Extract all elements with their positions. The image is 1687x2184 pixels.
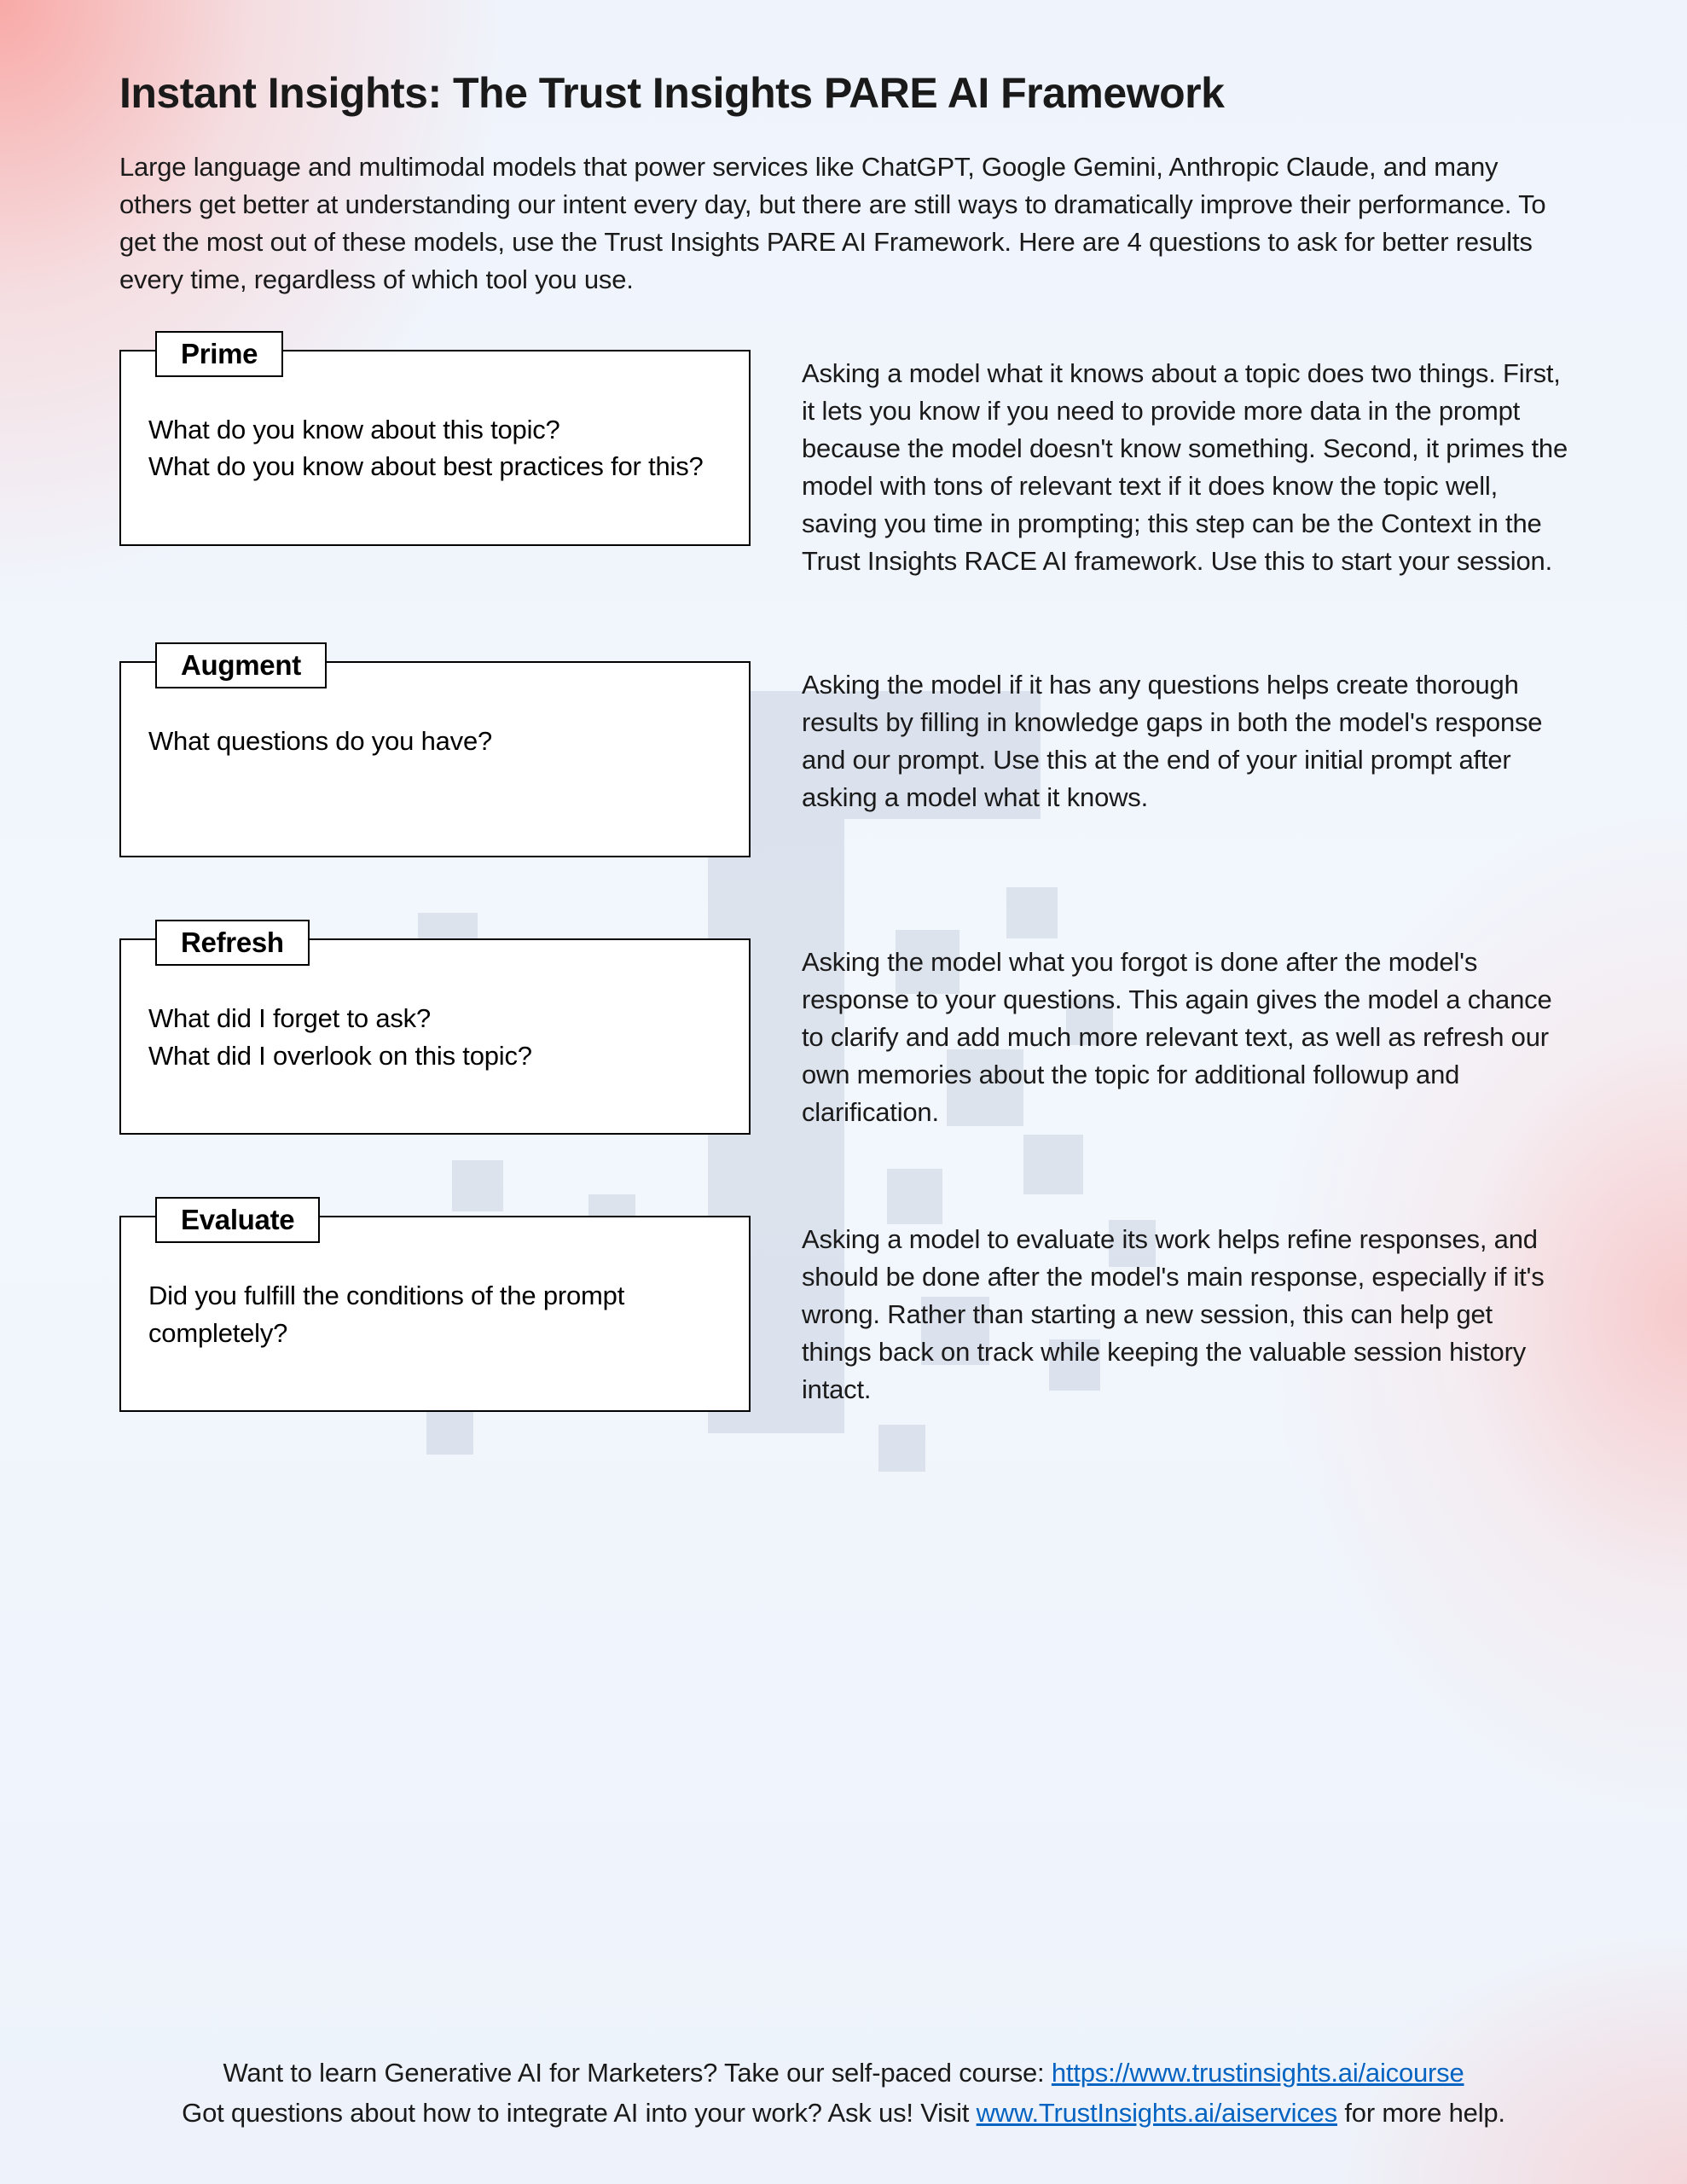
- card-questions-augment: What questions do you have?: [148, 723, 722, 759]
- card-augment: Augment What questions do you have?: [119, 661, 751, 857]
- section-prime: Prime What do you know about this topic?…: [119, 350, 1568, 580]
- section-evaluate: Evaluate Did you fulfill the conditions …: [119, 1216, 1568, 1412]
- intro-paragraph: Large language and multimodal models tha…: [119, 148, 1568, 299]
- section-refresh: Refresh What did I forget to ask? What d…: [119, 938, 1568, 1135]
- section-desc-prime: Asking a model what it knows about a top…: [802, 350, 1568, 580]
- footer-line-2-text-post: for more help.: [1337, 2098, 1505, 2128]
- section-desc-evaluate: Asking a model to evaluate its work help…: [802, 1216, 1568, 1409]
- card-questions-refresh: What did I forget to ask? What did I ove…: [148, 1000, 722, 1074]
- card-refresh: Refresh What did I forget to ask? What d…: [119, 938, 751, 1135]
- footer: Want to learn Generative AI for Marketer…: [0, 2053, 1687, 2133]
- footer-link-services[interactable]: www.TrustInsights.ai/aiservices: [977, 2098, 1337, 2128]
- section-desc-augment: Asking the model if it has any questions…: [802, 661, 1568, 816]
- card-label-evaluate: Evaluate: [155, 1197, 320, 1243]
- card-evaluate: Evaluate Did you fulfill the conditions …: [119, 1216, 751, 1412]
- card-label-refresh: Refresh: [155, 920, 310, 966]
- footer-line-2: Got questions about how to integrate AI …: [119, 2094, 1568, 2134]
- footer-line-1-text: Want to learn Generative AI for Marketer…: [223, 2058, 1051, 2088]
- page-title: Instant Insights: The Trust Insights PAR…: [119, 68, 1568, 118]
- footer-link-course[interactable]: https://www.trustinsights.ai/aicourse: [1052, 2058, 1464, 2088]
- footer-line-2-text-pre: Got questions about how to integrate AI …: [182, 2098, 976, 2128]
- footer-line-1: Want to learn Generative AI for Marketer…: [119, 2053, 1568, 2094]
- section-augment: Augment What questions do you have? Aski…: [119, 661, 1568, 857]
- sections-container: Prime What do you know about this topic?…: [119, 350, 1568, 1412]
- card-prime: Prime What do you know about this topic?…: [119, 350, 751, 546]
- section-desc-refresh: Asking the model what you forgot is done…: [802, 938, 1568, 1131]
- card-questions-evaluate: Did you fulfill the conditions of the pr…: [148, 1277, 722, 1351]
- card-label-augment: Augment: [155, 642, 327, 688]
- card-label-prime: Prime: [155, 331, 283, 377]
- card-questions-prime: What do you know about this topic? What …: [148, 411, 722, 485]
